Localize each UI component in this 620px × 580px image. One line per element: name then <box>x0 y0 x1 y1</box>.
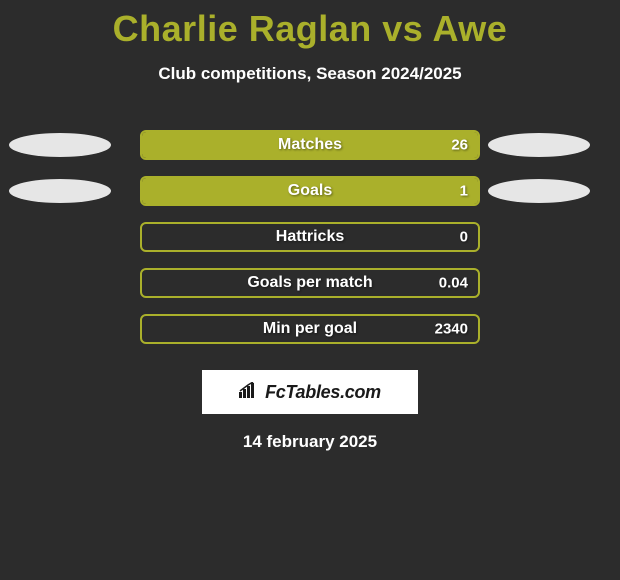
page-title: Charlie Raglan vs Awe <box>0 0 620 50</box>
bar-track: Matches 26 <box>140 130 480 160</box>
bar-value: 1 <box>460 183 468 200</box>
badge-text: FcTables.com <box>265 382 381 403</box>
bar-value: 2340 <box>435 321 468 338</box>
bar-label: Goals per match <box>247 274 372 292</box>
left-ellipse <box>9 133 111 157</box>
bar-value: 26 <box>451 137 468 154</box>
bar-track: Goals 1 <box>140 176 480 206</box>
bar-value: 0 <box>460 229 468 246</box>
bar-label: Hattricks <box>276 228 344 246</box>
bar-label: Goals <box>288 182 332 200</box>
right-ellipse <box>488 133 590 157</box>
bar-label: Min per goal <box>263 320 357 338</box>
stat-row: Goals per match 0.04 <box>0 260 620 306</box>
subtitle: Club competitions, Season 2024/2025 <box>0 64 620 84</box>
date-label: 14 february 2025 <box>0 432 620 452</box>
stat-row: Min per goal 2340 <box>0 306 620 352</box>
left-ellipse <box>9 179 111 203</box>
bar-track: Min per goal 2340 <box>140 314 480 344</box>
stat-row: Goals 1 <box>0 168 620 214</box>
source-badge: FcTables.com <box>202 370 418 414</box>
stat-row: Hattricks 0 <box>0 214 620 260</box>
bar-track: Hattricks 0 <box>140 222 480 252</box>
bar-value: 0.04 <box>439 275 468 292</box>
bar-track: Goals per match 0.04 <box>140 268 480 298</box>
chart-icon <box>239 382 259 403</box>
stat-row: Matches 26 <box>0 122 620 168</box>
comparison-chart: Matches 26 Goals 1 Hattricks 0 Goals per match… <box>0 122 620 352</box>
right-ellipse <box>488 179 590 203</box>
bar-label: Matches <box>278 136 342 154</box>
